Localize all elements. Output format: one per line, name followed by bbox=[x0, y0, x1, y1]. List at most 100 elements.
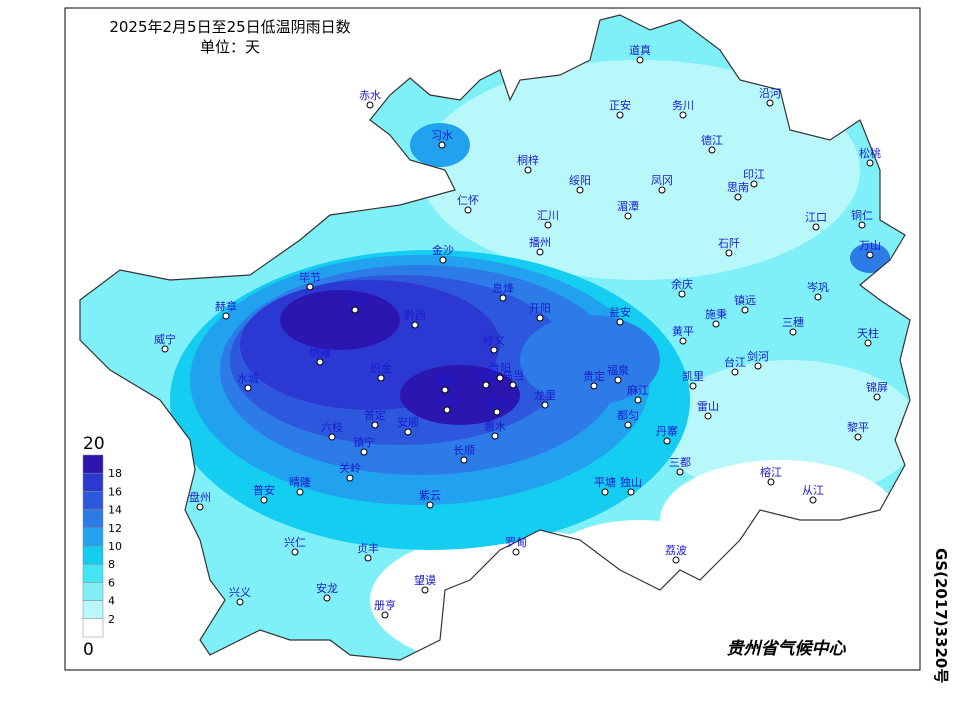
station-dot bbox=[741, 306, 749, 314]
station-label: 贵定 bbox=[583, 369, 605, 383]
legend-tick: 8 bbox=[108, 558, 115, 571]
station-dot bbox=[627, 488, 635, 496]
station-label: 赫章 bbox=[215, 299, 237, 313]
station-dot bbox=[443, 406, 451, 414]
station-label: 铜仁 bbox=[851, 208, 873, 222]
station-label: 赤水 bbox=[359, 89, 381, 102]
station-label: 习水 bbox=[431, 129, 453, 142]
station-label: 道真 bbox=[629, 43, 651, 57]
station-label: 晴隆 bbox=[289, 475, 311, 489]
station-dot bbox=[161, 345, 169, 353]
station-label: 镇远 bbox=[734, 293, 756, 307]
station-label: 大方 bbox=[344, 293, 366, 307]
station-dot bbox=[624, 421, 632, 429]
legend-swatch bbox=[82, 491, 104, 510]
legend: 20 0 18 16 14 12 10 8 6 4 2 bbox=[82, 434, 122, 660]
station-dot bbox=[689, 382, 697, 390]
station-label: 罗甸 bbox=[505, 536, 527, 549]
station-dot bbox=[323, 594, 331, 602]
station-dot bbox=[381, 611, 389, 619]
station-dot bbox=[346, 474, 354, 482]
legend-swatch bbox=[82, 527, 104, 547]
station-label: 平塘 bbox=[594, 475, 616, 489]
station-dot bbox=[364, 554, 372, 562]
station-label: 三都 bbox=[669, 456, 691, 469]
station-label: 兴仁 bbox=[284, 536, 306, 549]
station-dot bbox=[679, 111, 687, 119]
station-dot bbox=[441, 386, 449, 394]
station-label: 都匀 bbox=[617, 409, 639, 422]
station-dot bbox=[291, 548, 299, 556]
title: 2025年2月5日至25日低温阴雨日数 bbox=[109, 18, 350, 36]
station-dot bbox=[814, 293, 822, 301]
station-label: 凯里 bbox=[682, 370, 704, 383]
approval: GS(2017)3320号 bbox=[932, 548, 950, 683]
station-dot bbox=[766, 99, 774, 107]
station-label: 望谟 bbox=[414, 574, 436, 587]
station-dot bbox=[676, 468, 684, 476]
station-label: 石阡 bbox=[718, 237, 740, 250]
station-label: 天柱 bbox=[857, 326, 879, 340]
station-label: 印江 bbox=[743, 168, 765, 181]
station-label: 汇川 bbox=[537, 209, 559, 222]
station-label: 贵阳 bbox=[489, 362, 511, 375]
station-dot bbox=[491, 432, 499, 440]
legend-max: 20 bbox=[83, 434, 105, 454]
station-dot bbox=[421, 586, 429, 594]
station-label: 黎平 bbox=[847, 420, 869, 434]
station-dot bbox=[616, 111, 624, 119]
station-dot bbox=[576, 186, 584, 194]
station-dot bbox=[222, 312, 230, 320]
station-label: 关岭 bbox=[339, 461, 361, 475]
station-dot bbox=[672, 556, 680, 564]
station-label: 纳雍 bbox=[309, 345, 331, 359]
station-dot bbox=[731, 368, 739, 376]
station-dot bbox=[614, 376, 622, 384]
station-label: 清镇 bbox=[434, 373, 456, 387]
legend-swatch bbox=[82, 563, 104, 583]
station-label: 台江 bbox=[724, 355, 746, 369]
station-label: 凤冈 bbox=[651, 174, 673, 187]
station-dot bbox=[490, 346, 498, 354]
station-label: 普定 bbox=[364, 408, 386, 422]
station-dot bbox=[678, 290, 686, 298]
station-dot bbox=[316, 358, 324, 366]
station-label: 德江 bbox=[701, 133, 723, 147]
station-label: 桐梓 bbox=[517, 153, 539, 167]
legend-tick: 18 bbox=[108, 467, 122, 480]
station-dot bbox=[864, 339, 872, 347]
station-label: 岑巩 bbox=[807, 281, 829, 294]
station-label: 盘州 bbox=[189, 490, 211, 504]
station-dot bbox=[360, 448, 368, 456]
station-dot bbox=[377, 374, 385, 382]
station-dot bbox=[636, 56, 644, 64]
station-dot bbox=[712, 320, 720, 328]
legend-swatch bbox=[82, 472, 104, 492]
station-label: 兴义 bbox=[229, 586, 251, 599]
legend-tick: 10 bbox=[108, 540, 122, 553]
station-dot bbox=[244, 384, 252, 392]
station-dot bbox=[351, 306, 359, 314]
station-label: 剑河 bbox=[747, 349, 769, 363]
station-label: 威宁 bbox=[154, 332, 176, 346]
station-label: 雷山 bbox=[697, 400, 719, 413]
station-dot bbox=[493, 408, 501, 416]
station-label: 思南 bbox=[727, 181, 749, 194]
station-dot bbox=[789, 328, 797, 336]
station-dot bbox=[509, 381, 517, 389]
station-dot bbox=[866, 251, 874, 259]
station-label: 安龙 bbox=[316, 581, 338, 595]
station-label: 黄平 bbox=[672, 324, 694, 338]
station-label: 贞丰 bbox=[357, 541, 379, 555]
station-dot bbox=[866, 159, 874, 167]
station-label: 仁怀 bbox=[457, 194, 479, 207]
station-label: 花溪 bbox=[486, 396, 508, 409]
station-label: 白云 bbox=[475, 368, 497, 382]
station-label: 织金 bbox=[370, 361, 392, 375]
station-label: 荔波 bbox=[665, 544, 687, 557]
station-dot bbox=[544, 221, 552, 229]
station-dot bbox=[616, 318, 624, 326]
legend-swatch bbox=[82, 600, 104, 620]
station-dot bbox=[404, 428, 412, 436]
station-dot bbox=[704, 412, 712, 420]
